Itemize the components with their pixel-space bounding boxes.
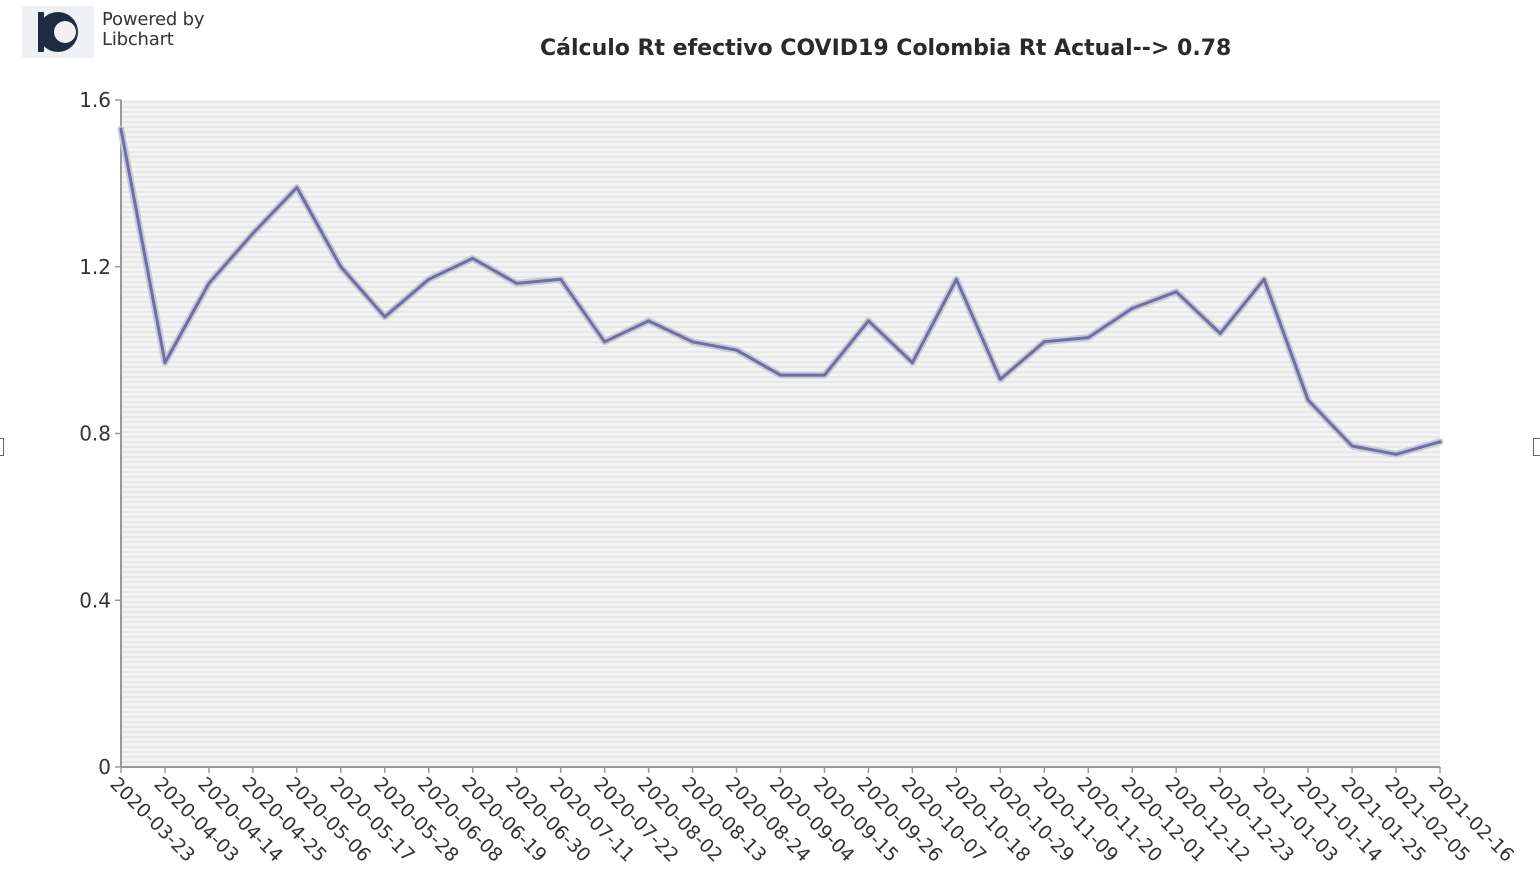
data-point — [910, 361, 914, 365]
data-point — [207, 281, 211, 285]
data-point — [1218, 331, 1222, 335]
data-point — [1130, 306, 1134, 310]
data-point — [1394, 452, 1398, 456]
libchart-logo: Powered by Libchart — [22, 6, 212, 58]
data-point — [163, 361, 167, 365]
data-point — [515, 281, 519, 285]
y-tick-label: 0.4 — [79, 588, 111, 612]
chart-title: Cálculo Rt efectivo COVID19 Colombia Rt … — [540, 36, 1232, 61]
data-point — [735, 348, 739, 352]
data-point — [1350, 444, 1354, 448]
data-point — [1174, 290, 1178, 294]
data-point — [647, 319, 651, 323]
logo-powered-by: Powered by — [102, 9, 205, 30]
data-point — [1262, 277, 1266, 281]
libchart-logo-icon — [22, 6, 94, 58]
data-point — [1042, 340, 1046, 344]
right-resize-handle — [1533, 438, 1540, 456]
logo-text: Powered by Libchart — [102, 9, 205, 50]
data-point — [471, 256, 475, 260]
data-point — [998, 377, 1002, 381]
data-point — [383, 315, 387, 319]
data-point — [1306, 398, 1310, 402]
plot-area — [121, 100, 1440, 767]
y-tick-label: 0 — [98, 755, 111, 779]
y-tick-label: 1.6 — [79, 88, 111, 112]
y-tick-label: 1.2 — [79, 255, 111, 279]
data-point — [1438, 440, 1442, 444]
data-point — [559, 277, 563, 281]
data-point — [251, 231, 255, 235]
left-resize-handle — [0, 438, 4, 456]
data-point — [603, 340, 607, 344]
data-point — [427, 277, 431, 281]
data-point — [1086, 336, 1090, 340]
data-point — [691, 340, 695, 344]
data-point — [822, 373, 826, 377]
data-point — [339, 265, 343, 269]
data-point — [779, 373, 782, 377]
data-point — [866, 319, 870, 323]
data-point — [295, 186, 299, 190]
data-point — [954, 277, 958, 281]
data-point — [119, 127, 123, 131]
logo-libchart: Libchart — [102, 29, 174, 50]
y-tick-label: 0.8 — [79, 422, 111, 446]
